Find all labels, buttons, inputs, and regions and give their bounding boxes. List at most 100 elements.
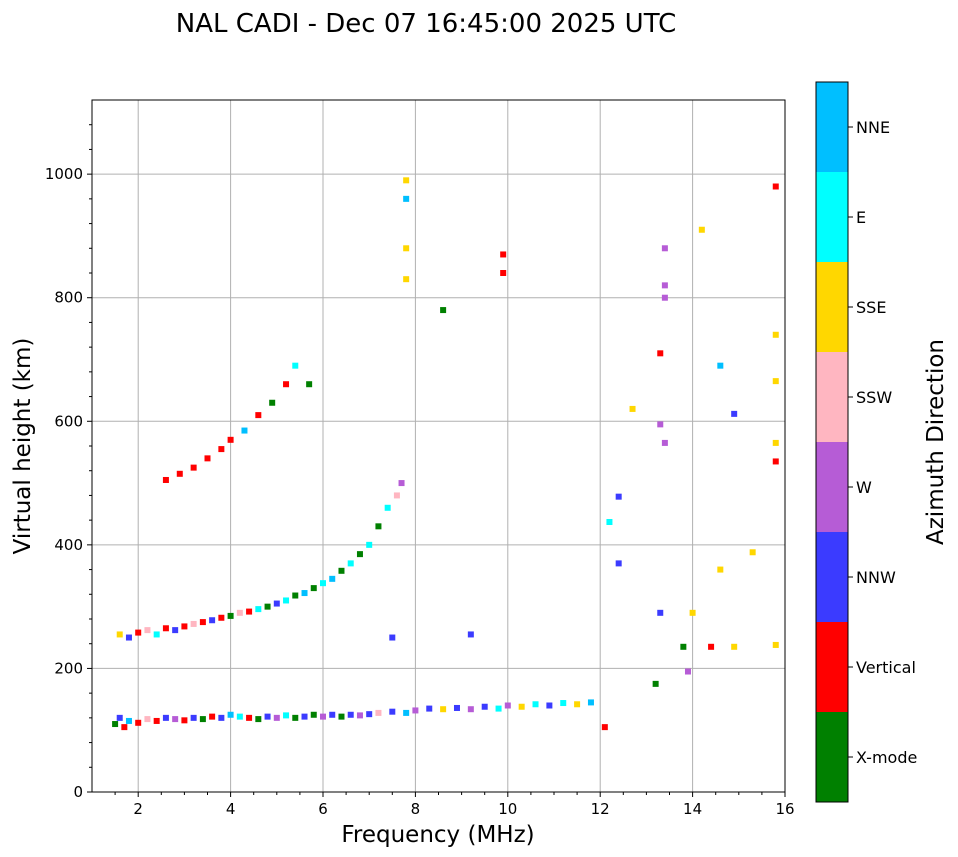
data-point [181, 717, 188, 724]
data-point [283, 597, 290, 604]
x-axis-ticks: 2 4 6 8 10 12 14 16 [114, 792, 795, 818]
data-point [546, 702, 553, 709]
colorbar: X-mode Vertical NNW W SSW SSE E NNE [815, 81, 917, 803]
data-point [772, 458, 779, 465]
data-point [209, 617, 216, 624]
data-point [162, 714, 169, 721]
data-point [144, 716, 151, 723]
x-tick-label: 14 [683, 800, 702, 818]
colorbar-tick-label: NNE [856, 118, 890, 137]
x-tick-label: 6 [318, 800, 328, 818]
colorbar-tick-label: SSW [856, 388, 892, 407]
data-point [153, 717, 160, 724]
data-point [329, 711, 336, 718]
data-point [135, 629, 142, 636]
data-point [121, 724, 128, 731]
y-tick-label: 400 [54, 536, 83, 554]
data-point [273, 600, 280, 607]
data-point [116, 631, 123, 638]
data-point [375, 709, 382, 716]
data-point [440, 307, 447, 314]
data-point [481, 703, 488, 710]
data-point [338, 713, 345, 720]
data-point [162, 476, 169, 483]
data-point [292, 592, 299, 599]
data-point [366, 541, 373, 548]
data-point [366, 711, 373, 718]
data-point [190, 620, 197, 627]
data-point [199, 619, 206, 626]
data-point [246, 608, 253, 615]
colorbar-swatch [816, 532, 848, 622]
colorbar-swatch [816, 82, 848, 172]
data-point [209, 713, 216, 720]
data-point [629, 405, 636, 412]
data-point [172, 716, 179, 723]
data-point [301, 713, 308, 720]
data-point [384, 504, 391, 511]
data-point [190, 714, 197, 721]
data-point [606, 518, 613, 525]
data-point [227, 436, 234, 443]
colorbar-tick-label: SSE [856, 298, 886, 317]
data-point [273, 714, 280, 721]
data-point [125, 634, 132, 641]
data-points [112, 177, 779, 731]
data-point [467, 631, 474, 638]
data-point [112, 721, 119, 728]
data-point [574, 701, 581, 708]
data-point [375, 523, 382, 530]
y-axis-label: Virtual height (km) [10, 338, 36, 555]
data-point [403, 195, 410, 202]
data-point [283, 712, 290, 719]
data-point [116, 714, 123, 721]
data-point [403, 177, 410, 184]
data-point [301, 590, 308, 597]
data-point [518, 703, 525, 710]
data-point [500, 270, 507, 276]
x-tick-label: 10 [498, 800, 517, 818]
data-point [389, 708, 396, 715]
y-tick-label: 800 [54, 289, 83, 307]
data-point [338, 567, 345, 574]
data-point [255, 412, 262, 419]
data-point [320, 580, 326, 587]
data-point [356, 551, 363, 558]
grid-lines [92, 100, 785, 792]
data-point [218, 446, 225, 453]
data-point [292, 714, 299, 721]
data-point [393, 492, 400, 499]
colorbar-frame [815, 81, 849, 803]
data-point [661, 294, 668, 301]
data-point [255, 606, 262, 613]
colorbar-tick-label: W [856, 478, 872, 497]
data-point [162, 625, 169, 632]
data-point [356, 712, 363, 719]
y-tick-label: 1000 [45, 165, 83, 183]
chart-title: NAL CADI - Dec 07 16:45:00 2025 UTC [176, 9, 676, 39]
data-point [661, 439, 668, 446]
data-point [153, 631, 160, 638]
data-point [587, 699, 594, 706]
data-point [264, 603, 271, 610]
data-point [615, 560, 622, 567]
data-point [236, 713, 243, 720]
data-point [144, 627, 151, 634]
data-point [680, 643, 687, 650]
data-point [749, 549, 756, 556]
data-point [255, 716, 262, 723]
data-point [398, 480, 405, 487]
data-point [403, 709, 410, 716]
data-point [657, 609, 664, 616]
data-point [310, 585, 317, 592]
data-point [717, 362, 724, 369]
data-point [500, 251, 507, 258]
data-point [661, 282, 668, 289]
data-point [403, 276, 410, 283]
colorbar-tick-label: E [856, 208, 866, 227]
y-axis-ticks: 0 200 400 600 800 1000 [45, 124, 92, 801]
data-point [283, 381, 290, 388]
data-point [181, 623, 188, 630]
x-tick-label: 4 [226, 800, 236, 818]
